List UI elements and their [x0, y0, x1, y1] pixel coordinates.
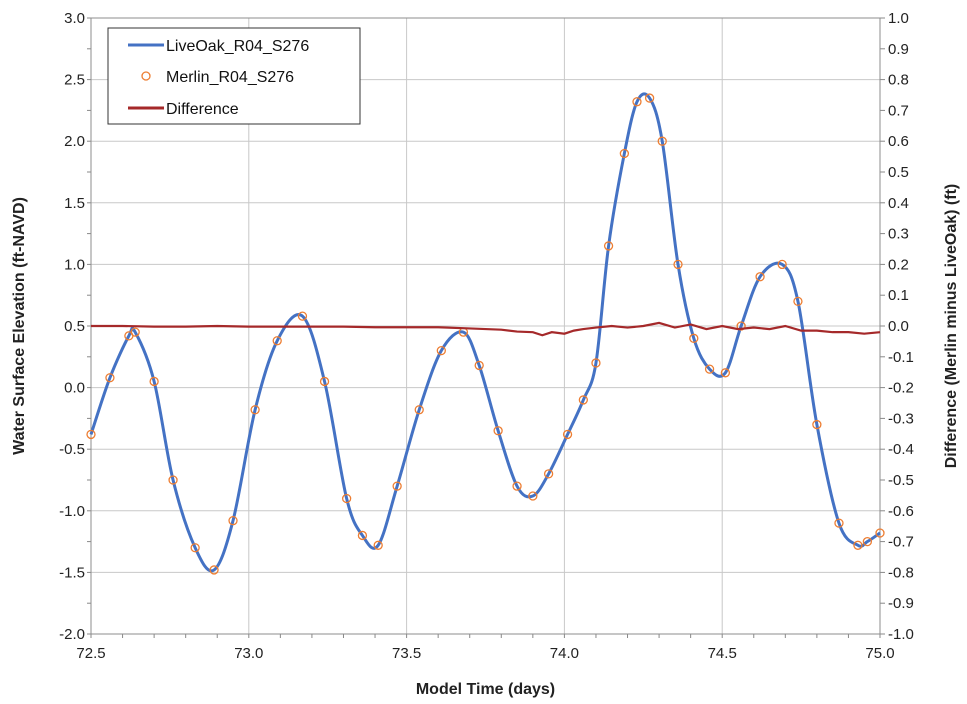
y2-tick-label: 0.5	[888, 164, 909, 181]
y2-tick-label: 0.6	[888, 133, 909, 150]
y-tick-label: 2.5	[64, 72, 85, 89]
data-point-merlin	[297, 311, 308, 321]
data-point-merlin	[591, 358, 601, 368]
data-point-merlin	[209, 565, 219, 575]
y2-tick-label: 0.9	[888, 41, 909, 58]
data-point-merlin	[689, 333, 699, 343]
y-tick-label: 0.5	[64, 318, 85, 335]
y2-tick-label: -0.4	[888, 441, 914, 458]
y-tick-label: -2.0	[59, 626, 85, 643]
data-point-merlin	[543, 469, 554, 479]
data-point-merlin	[704, 364, 715, 374]
data-point-merlin	[736, 321, 746, 331]
data-point-merlin	[562, 429, 573, 440]
data-point-merlin	[149, 376, 159, 387]
data-point-merlin	[168, 475, 178, 485]
data-point-merlin	[578, 395, 588, 405]
data-point-merlin	[250, 405, 260, 415]
y2-tick-label: 0.2	[888, 256, 909, 273]
y2-tick-label: 0.3	[888, 226, 909, 243]
y2-tick-label: -0.9	[888, 595, 914, 612]
data-point-merlin	[862, 536, 873, 547]
data-point-merlin	[812, 419, 822, 430]
series-line-liveoak	[89, 92, 881, 573]
y-tick-label: 3.0	[64, 10, 85, 27]
x-tick-label: 74.5	[708, 645, 737, 662]
axes: 72.5 73.0 73.5 74.0 74.5 75.0 -2.0 -1.5 -1.0 -0.5…	[59, 10, 914, 662]
data-point-merlin	[619, 148, 630, 159]
x-tick-label: 73.0	[234, 645, 263, 662]
data-point-merlin	[853, 540, 863, 550]
data-point-merlin	[834, 518, 844, 528]
y2-axis-title: Difference (Merlin minus LiveOak) (ft)	[943, 184, 960, 469]
data-point-merlin	[392, 481, 402, 491]
y-tick-label: 1.5	[64, 195, 85, 212]
data-point-merlin	[673, 259, 683, 270]
data-point-merlin	[632, 97, 642, 107]
legend-swatch-merlin	[141, 71, 151, 81]
y2-tick-label: -0.8	[888, 564, 914, 581]
data-point-merlin	[474, 360, 484, 371]
data-point-merlin	[528, 491, 538, 501]
data-point-merlin	[86, 429, 96, 440]
data-point-merlin	[319, 376, 330, 387]
y2-tick-label: -0.1	[888, 349, 914, 366]
data-point-merlin	[793, 296, 803, 307]
data-point-merlin	[493, 426, 503, 436]
y2-tick-label: -0.7	[888, 534, 914, 551]
data-point-merlin	[272, 336, 282, 346]
x-tick-label: 75.0	[865, 645, 894, 662]
x-tick-label: 74.0	[550, 645, 579, 662]
data-point-merlin	[105, 373, 115, 383]
y2-tick-label: -0.5	[888, 472, 914, 489]
data-point-merlin	[720, 368, 731, 378]
series-layer	[86, 92, 885, 575]
y2-tick-label: 0.0	[888, 318, 909, 335]
x-axis-title: Model Time (days)	[416, 681, 555, 698]
data-point-merlin	[657, 136, 667, 146]
y2-tick-label: -0.6	[888, 503, 914, 520]
data-point-merlin	[357, 530, 368, 541]
series-line-difference	[91, 321, 881, 337]
data-point-merlin	[603, 241, 614, 251]
y-tick-label: -1.0	[59, 503, 85, 520]
data-point-merlin	[130, 327, 140, 337]
y-tick-label: -0.5	[59, 441, 85, 458]
y2-tick-label: -0.3	[888, 410, 914, 427]
data-point-merlin	[777, 259, 787, 270]
y2-tick-label: 0.8	[888, 72, 909, 89]
y-tick-label: 0.0	[64, 380, 85, 397]
data-point-merlin	[190, 543, 200, 553]
y2-tick-label: 0.4	[888, 195, 909, 212]
y2-tick-label: 1.0	[888, 10, 909, 27]
data-point-merlin	[228, 516, 238, 526]
data-point-merlin	[436, 345, 446, 356]
legend-label-merlin: Merlin_R04_S276	[166, 69, 294, 86]
legend: LiveOak_R04_S276 Merlin_R04_S276 Differe…	[107, 27, 361, 125]
data-point-merlin	[512, 481, 522, 491]
y2-tick-label: 0.1	[888, 287, 909, 304]
x-tick-label: 73.5	[392, 645, 421, 662]
y-tick-label: -1.5	[59, 564, 85, 581]
legend-label-difference: Difference	[166, 101, 239, 118]
data-point-merlin	[755, 272, 765, 282]
y2-tick-label: -1.0	[888, 626, 914, 643]
y2-tick-label: -0.2	[888, 380, 914, 397]
data-point-merlin	[414, 405, 424, 415]
data-point-merlin	[644, 93, 655, 103]
data-point-merlin	[875, 528, 885, 538]
y-tick-label: 2.0	[64, 133, 85, 150]
legend-label-liveoak: LiveOak_R04_S276	[166, 38, 309, 55]
y-tick-label: 1.0	[64, 256, 85, 273]
y2-tick-label: 0.7	[888, 102, 909, 119]
data-point-merlin	[373, 540, 383, 550]
x-tick-label: 72.5	[76, 645, 105, 662]
data-point-merlin	[341, 493, 352, 504]
y-axis-title: Water Surface Elevation (ft-NAVD)	[11, 197, 28, 455]
